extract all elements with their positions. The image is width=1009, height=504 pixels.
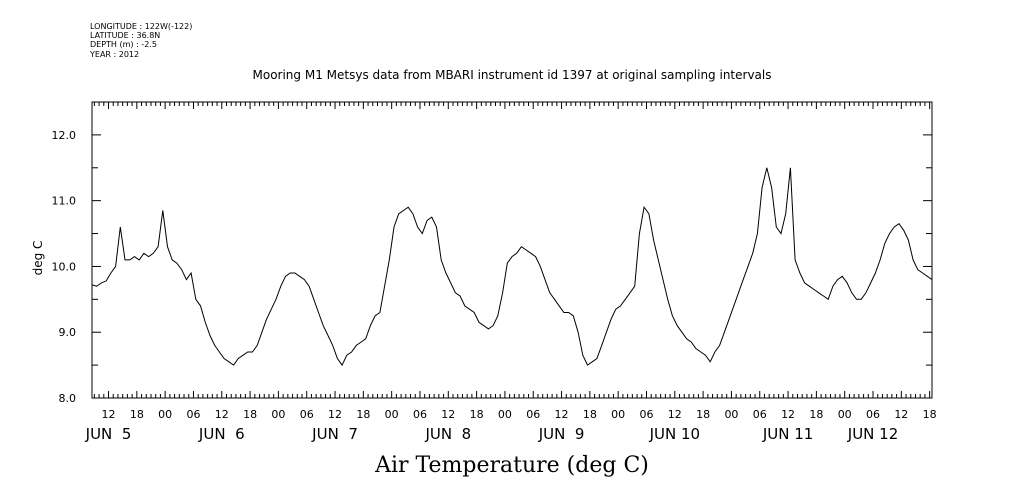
x-tick-label: 18 bbox=[470, 408, 484, 421]
series-line bbox=[91, 167, 933, 367]
y-axis-label: deg C bbox=[31, 240, 45, 276]
day-label: JUN 8 bbox=[424, 425, 471, 443]
x-tick-label: 06 bbox=[639, 408, 653, 421]
x-tick-label: 18 bbox=[923, 408, 937, 421]
x-tick-label: 00 bbox=[838, 408, 852, 421]
metadata-block: LONGITUDE : 122W(-122) LATITUDE : 36.8N … bbox=[90, 22, 192, 59]
depth-label: DEPTH (m) : -2.5 bbox=[90, 40, 157, 50]
x-tick-label: 12 bbox=[328, 408, 342, 421]
x-tick-label: 00 bbox=[271, 408, 285, 421]
tick-marks bbox=[92, 101, 932, 399]
x-tick-label: 18 bbox=[130, 408, 144, 421]
x-tick-label: 00 bbox=[158, 408, 172, 421]
day-label: JUN 10 bbox=[649, 425, 700, 443]
day-label: JUN 5 bbox=[85, 425, 132, 443]
x-tick-label: 00 bbox=[724, 408, 738, 421]
x-tick-label: 18 bbox=[356, 408, 370, 421]
chart-title: Mooring M1 Metsys data from MBARI instru… bbox=[252, 68, 772, 82]
x-tick-label: 18 bbox=[696, 408, 710, 421]
x-tick-label: 06 bbox=[866, 408, 880, 421]
x-tick-label: 06 bbox=[186, 408, 200, 421]
x-tick-label: 18 bbox=[809, 408, 823, 421]
x-tick-label: 12 bbox=[555, 408, 569, 421]
x-tick-label: 06 bbox=[300, 408, 314, 421]
x-tick-label: 00 bbox=[611, 408, 625, 421]
x-tick-labels: 12 18 00 06 12 18 00 06 12 18 00 06 12 18 00 06 12 18 00 06… bbox=[102, 408, 937, 421]
x-tick-label: 00 bbox=[498, 408, 512, 421]
x-tick-label: 12 bbox=[215, 408, 229, 421]
x-tick-label: 12 bbox=[894, 408, 908, 421]
plot-frame bbox=[91, 101, 933, 399]
bottom-title: Air Temperature (deg C) bbox=[375, 453, 649, 478]
day-label: JUN 11 bbox=[762, 425, 813, 443]
x-tick-label: 06 bbox=[413, 408, 427, 421]
x-tick-label: 12 bbox=[441, 408, 455, 421]
y-tick-label: 12.0 bbox=[52, 129, 77, 142]
x-tick-label: 18 bbox=[583, 408, 597, 421]
x-tick-label: 06 bbox=[753, 408, 767, 421]
x-tick-label: 00 bbox=[385, 408, 399, 421]
y-tick-label: 8.0 bbox=[59, 392, 77, 405]
year-label: YEAR : 2012 bbox=[90, 49, 140, 59]
day-label: JUN 9 bbox=[538, 425, 585, 443]
y-tick-label: 11.0 bbox=[52, 195, 77, 208]
day-labels: JUN 5 JUN 6 JUN 7 JUN 8 JUN 9 JUN 10 JUN 11 JUN… bbox=[85, 425, 899, 443]
longitude-label: LONGITUDE : 122W(-122) bbox=[90, 22, 193, 31]
x-tick-label: 12 bbox=[668, 408, 682, 421]
latitude-label: LATITUDE : 36.8N bbox=[90, 31, 161, 41]
y-tick-label: 10.0 bbox=[52, 260, 77, 273]
x-tick-label: 18 bbox=[243, 408, 257, 421]
x-tick-label: 06 bbox=[526, 408, 540, 421]
y-tick-labels: 8.0 9.0 10.0 11.0 12.0 bbox=[52, 129, 77, 405]
x-tick-label: 12 bbox=[102, 408, 116, 421]
day-label: JUN 6 bbox=[198, 425, 245, 443]
x-tick-label: 12 bbox=[781, 408, 795, 421]
day-label: JUN 12 bbox=[847, 425, 898, 443]
day-label: JUN 7 bbox=[311, 425, 358, 443]
y-tick-label: 9.0 bbox=[59, 326, 77, 339]
